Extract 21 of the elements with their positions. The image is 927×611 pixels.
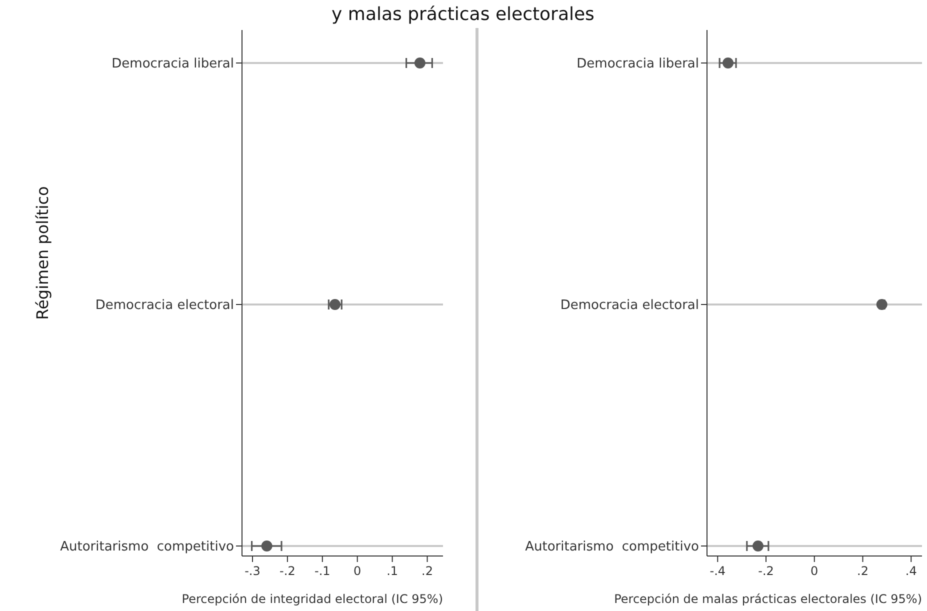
- y-tick-label: Democracia liberal: [576, 56, 699, 72]
- x-tick-label: -.3: [244, 564, 260, 578]
- chart-title: y malas prácticas electorales: [332, 4, 594, 25]
- x-axis-title: Percepción de integridad electoral (IC 95%): [182, 592, 443, 606]
- x-tick-label: .2: [422, 564, 433, 578]
- x-axis-title: Percepción de malas prácticas electorales (IC 95%): [614, 592, 922, 606]
- x-tick-label: .2: [857, 564, 868, 578]
- y-tick-label: Democracia liberal: [112, 56, 234, 72]
- x-tick-label: 0: [354, 564, 362, 578]
- y-tick-label: Autoritarismo competitivo: [525, 540, 700, 555]
- x-tick-label: -.2: [280, 564, 296, 578]
- x-tick-label: -.2: [758, 564, 774, 578]
- x-tick-label: -.1: [314, 564, 330, 578]
- x-tick-label: -.4: [710, 564, 726, 578]
- x-tick-label: .1: [386, 564, 398, 578]
- y-tick-label: Democracia electoral: [560, 298, 699, 314]
- x-tick-label: .4: [905, 564, 917, 578]
- y-tick-label: Autoritarismo competitivo: [60, 540, 234, 555]
- x-tick-label: 0: [810, 564, 818, 578]
- y-tick-label: Democracia electoral: [95, 298, 234, 314]
- y-axis-title: Régimen político: [33, 186, 52, 320]
